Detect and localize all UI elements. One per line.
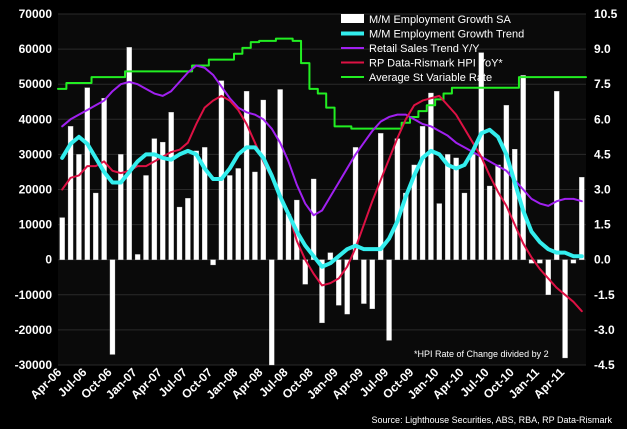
employment-bar	[243, 91, 250, 260]
right-tick-label: 7.5	[594, 77, 611, 91]
right-tick-label: 9.0	[594, 42, 611, 56]
legend-employment-sa-swatch	[341, 14, 364, 23]
employment-bar	[235, 168, 241, 260]
employment-bar	[411, 164, 417, 260]
legend: M/M Employment Growth SA M/M Employment G…	[341, 14, 524, 84]
employment-bar	[93, 192, 99, 260]
employment-bar	[520, 75, 526, 260]
employment-bar	[369, 259, 375, 309]
employment-bar	[277, 89, 283, 260]
employment-bar	[260, 99, 266, 260]
right-tick-label: 3.0	[594, 183, 611, 197]
source-note: Source: Lighthouse Securities, ABS, RBA,…	[372, 415, 613, 425]
left-tick-label: 70000	[19, 7, 53, 21]
left-axis-ticks: -30000 -20000 -10000 0 10000 20000 30000 40000 5…	[15, 7, 53, 372]
rate-line	[57, 37, 587, 130]
legend-employment-trend-label: M/M Employment Growth Trend	[369, 29, 524, 41]
employment-bar	[134, 254, 141, 260]
employment-bar	[486, 185, 493, 260]
right-tick-label: 6.0	[594, 112, 611, 126]
right-tick-label: -3.0	[594, 323, 615, 337]
employment-bar	[470, 154, 476, 260]
right-axis-ticks: -4.5 -3.0 -1.5 0.0 1.5 3.0 4.5 6.0 7.5 9.0 10.5	[594, 7, 618, 372]
hpi-annotation: *HPI Rate of Change divided by 2	[414, 349, 549, 359]
employment-bar	[512, 148, 518, 260]
employment-bar	[59, 217, 65, 260]
employment-bar	[344, 259, 350, 315]
employment-bar	[386, 259, 392, 341]
employment-bar	[336, 259, 342, 306]
employment-trend-line	[60, 127, 584, 269]
employment-bar	[327, 252, 334, 260]
left-tick-label: -20000	[15, 323, 53, 337]
employment-bar	[461, 192, 468, 260]
employment-bar	[76, 154, 82, 260]
employment-bar	[168, 112, 174, 260]
left-tick-label: 60000	[19, 42, 53, 56]
hpi-line	[61, 94, 583, 313]
employment-bar	[428, 92, 434, 260]
left-tick-label: 0	[45, 253, 52, 267]
employment-bar	[151, 138, 158, 260]
right-tick-label: -1.5	[594, 288, 615, 302]
employment-bar	[419, 126, 426, 260]
right-tick-label: -4.5	[594, 358, 615, 372]
employment-bar	[227, 175, 233, 260]
legend-hpi-label: RP Data-Rismark HPI YoY*	[369, 58, 503, 70]
left-tick-label: 10000	[19, 218, 53, 232]
employment-bar	[562, 259, 568, 359]
employment-bar	[176, 206, 183, 260]
employment-bar	[361, 259, 367, 304]
legend-rate-label: Average St Variable Rate	[369, 72, 492, 84]
left-tick-label: 50000	[19, 77, 53, 91]
employment-bar	[67, 126, 74, 260]
employment-bar	[101, 98, 107, 260]
left-tick-label: -30000	[15, 358, 53, 372]
employment-bar	[185, 198, 191, 260]
employment-bar	[537, 259, 543, 264]
retail-sales-line	[61, 64, 583, 217]
employment-bar	[109, 259, 116, 355]
left-tick-label: 20000	[19, 183, 53, 197]
employment-bar	[143, 175, 149, 260]
right-tick-label: 10.5	[594, 7, 618, 21]
right-tick-label: 4.5	[594, 147, 611, 161]
employment-bar	[352, 147, 359, 260]
employment-bar	[310, 178, 317, 260]
employment-bar	[570, 259, 577, 264]
employment-bar	[579, 177, 585, 260]
employment-bar	[503, 105, 510, 260]
employment-bar	[252, 171, 258, 260]
employment-bar	[378, 133, 384, 260]
left-tick-label: 30000	[19, 147, 53, 161]
employment-bar	[269, 259, 275, 366]
right-tick-label: 0.0	[594, 253, 611, 267]
employment-bar	[160, 141, 166, 260]
employment-bar	[202, 147, 208, 260]
employment-bar	[84, 87, 90, 260]
employment-bar	[319, 259, 325, 324]
left-tick-label: -10000	[15, 288, 53, 302]
employment-bar	[445, 154, 451, 260]
employment-bar	[394, 138, 401, 260]
left-tick-label: 40000	[19, 112, 53, 126]
legend-retail-sales-label: Retail Sales Trend Y/Y	[369, 43, 480, 55]
right-tick-label: 1.5	[594, 218, 611, 232]
line-series	[57, 37, 587, 313]
legend-employment-sa-label: M/M Employment Growth SA	[369, 14, 511, 26]
employment-bar	[554, 91, 560, 260]
employment-bar	[436, 203, 442, 260]
employment-bar	[218, 80, 225, 260]
employment-bar	[210, 259, 216, 266]
employment-bar	[118, 154, 124, 260]
employment-bar	[126, 47, 132, 260]
employment-bar	[495, 164, 501, 260]
employment-bar	[193, 150, 199, 260]
employment-bar	[453, 157, 459, 260]
